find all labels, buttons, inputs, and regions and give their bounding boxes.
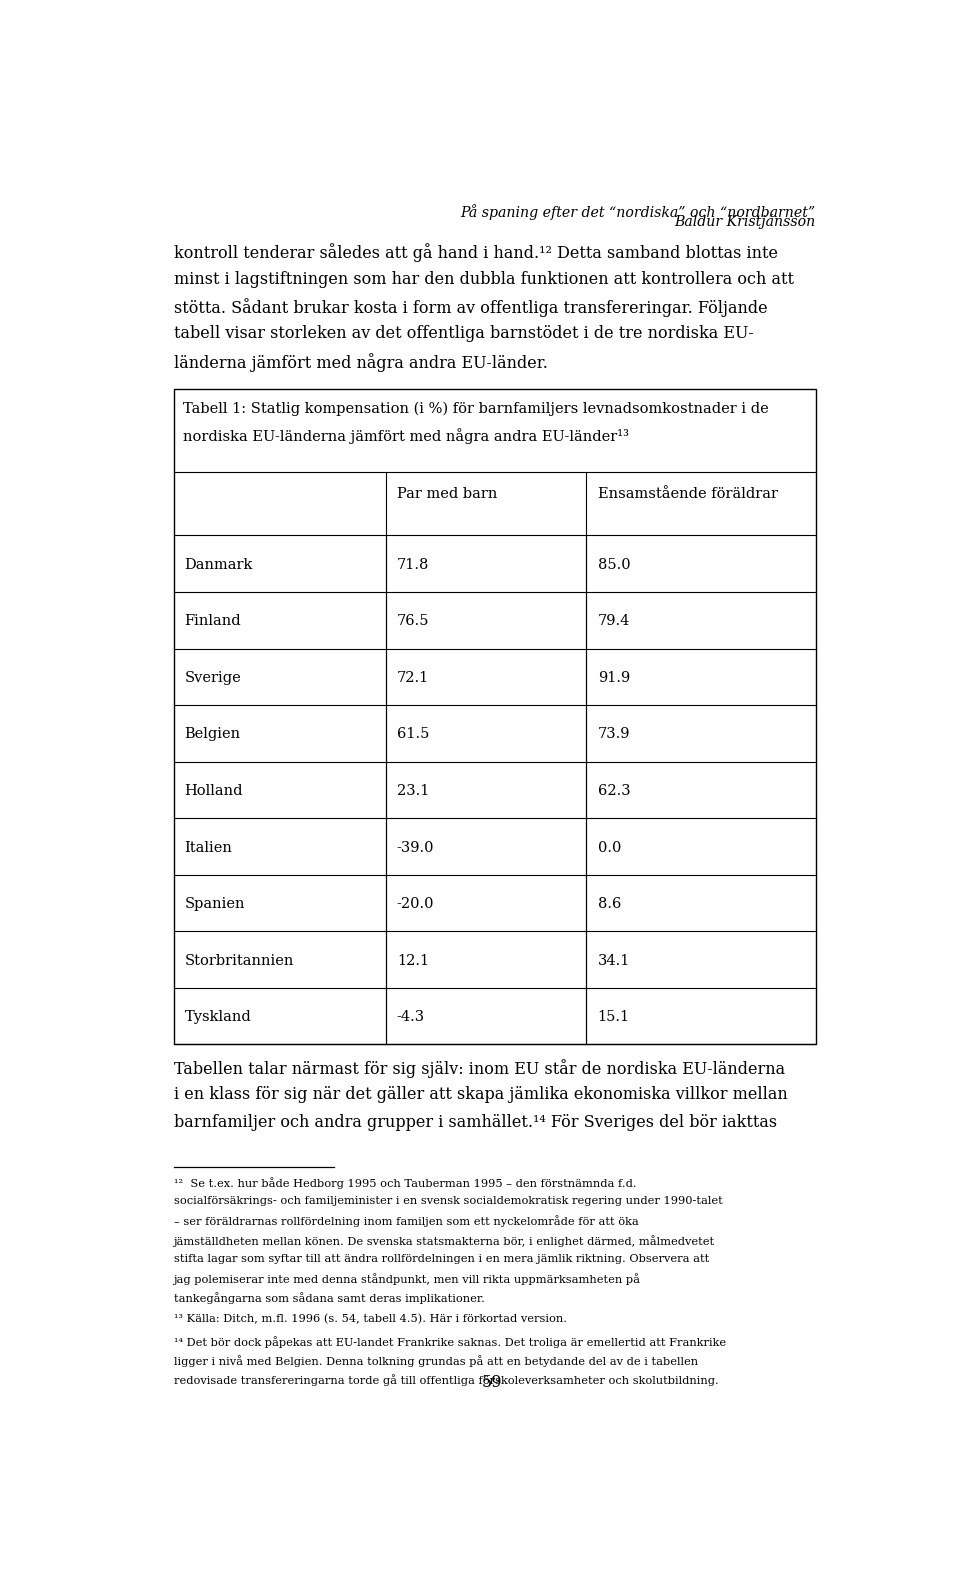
Text: 79.4: 79.4: [598, 615, 630, 628]
Text: socialförsäkrings- och familjeminister i en svensk socialdemokratisk regering un: socialförsäkrings- och familjeminister i…: [174, 1197, 722, 1206]
Text: 62.3: 62.3: [598, 784, 631, 798]
Text: 59: 59: [482, 1374, 502, 1391]
Text: jämställdheten mellan könen. De svenska statsmakterna bör, i enlighet därmed, må: jämställdheten mellan könen. De svenska …: [174, 1235, 714, 1246]
Text: tabell visar storleken av det offentliga barnstödet i de tre nordiska EU-: tabell visar storleken av det offentliga…: [174, 326, 754, 343]
Text: 71.8: 71.8: [396, 558, 429, 572]
Text: redovisade transfereringarna torde gå till offentliga förskoleverksamheter och s: redovisade transfereringarna torde gå ti…: [174, 1374, 718, 1387]
Text: – ser föräldrarnas rollfördelning inom familjen som ett nyckelområde för att öka: – ser föräldrarnas rollfördelning inom f…: [174, 1216, 638, 1227]
Text: -20.0: -20.0: [396, 896, 434, 911]
Text: Finland: Finland: [184, 615, 241, 628]
Text: 0.0: 0.0: [598, 841, 621, 855]
Text: Par med barn: Par med barn: [396, 487, 497, 501]
Text: -4.3: -4.3: [396, 1010, 425, 1024]
Text: 76.5: 76.5: [396, 615, 429, 628]
Text: Tyskland: Tyskland: [184, 1010, 252, 1024]
Text: På spaning efter det “nordiska” och “nordbarnet”: På spaning efter det “nordiska” och “nor…: [461, 204, 816, 220]
Text: i en klass för sig när det gäller att skapa jämlika ekonomiska villkor mellan: i en klass för sig när det gäller att sk…: [174, 1086, 787, 1104]
Text: -39.0: -39.0: [396, 841, 434, 855]
Text: barnfamiljer och andra grupper i samhället.¹⁴ För Sveriges del bör iakttas: barnfamiljer och andra grupper i samhäll…: [174, 1113, 777, 1130]
Text: 72.1: 72.1: [396, 670, 429, 685]
Text: nordiska EU-länderna jämfört med några andra EU-länder¹³: nordiska EU-länderna jämfört med några a…: [183, 428, 629, 444]
Text: Tabell 1: Statlig kompensation (i %) för barnfamiljers levnadsomkostnader i de: Tabell 1: Statlig kompensation (i %) för…: [183, 402, 769, 416]
Text: 8.6: 8.6: [598, 896, 621, 911]
Text: 34.1: 34.1: [598, 953, 630, 968]
Text: Baldur Kristjánsson: Baldur Kristjánsson: [674, 213, 816, 229]
Text: 61.5: 61.5: [396, 727, 429, 741]
Text: Ensamstående föräldrar: Ensamstående föräldrar: [598, 487, 778, 501]
Text: 85.0: 85.0: [598, 558, 631, 572]
Text: tankegångarna som sådana samt deras implikationer.: tankegångarna som sådana samt deras impl…: [174, 1292, 485, 1304]
Text: 91.9: 91.9: [598, 670, 630, 685]
Text: Belgien: Belgien: [184, 727, 241, 741]
Text: 15.1: 15.1: [598, 1010, 630, 1024]
Text: Italien: Italien: [184, 841, 232, 855]
Bar: [174, 389, 816, 1045]
Text: 73.9: 73.9: [598, 727, 630, 741]
Text: Danmark: Danmark: [184, 558, 253, 572]
Text: ¹²  Se t.ex. hur både Hedborg 1995 och Tauberman 1995 – den förstnämnda f.d.: ¹² Se t.ex. hur både Hedborg 1995 och Ta…: [174, 1176, 636, 1189]
Text: Spanien: Spanien: [184, 896, 245, 911]
Text: 23.1: 23.1: [396, 784, 429, 798]
Text: Holland: Holland: [184, 784, 243, 798]
Text: ¹⁴ Det bör dock påpekas att EU-landet Frankrike saknas. Det troliga är emellerti: ¹⁴ Det bör dock påpekas att EU-landet Fr…: [174, 1336, 726, 1347]
Text: ligger i nivå med Belgien. Denna tolkning grundas på att en betydande del av de : ligger i nivå med Belgien. Denna tolknin…: [174, 1355, 698, 1368]
Text: stötta. Sådant brukar kosta i form av offentliga transfereringar. Följande: stötta. Sådant brukar kosta i form av of…: [174, 299, 767, 316]
Text: länderna jämfört med några andra EU-länder.: länderna jämfört med några andra EU-länd…: [174, 353, 547, 372]
Text: jag polemiserar inte med denna ståndpunkt, men vill rikta uppmärksamheten på: jag polemiserar inte med denna ståndpunk…: [174, 1273, 640, 1285]
Text: Storbritannien: Storbritannien: [184, 953, 294, 968]
Text: kontroll tenderar således att gå hand i hand.¹² Detta samband blottas inte: kontroll tenderar således att gå hand i …: [174, 243, 778, 262]
Text: Tabellen talar närmast för sig själv: inom EU står de nordiska EU-länderna: Tabellen talar närmast för sig själv: in…: [174, 1059, 784, 1078]
Text: minst i lagstiftningen som har den dubbla funktionen att kontrollera och att: minst i lagstiftningen som har den dubbl…: [174, 270, 794, 288]
Text: ¹³ Källa: Ditch, m.fl. 1996 (s. 54, tabell 4.5). Här i förkortad version.: ¹³ Källa: Ditch, m.fl. 1996 (s. 54, tabe…: [174, 1314, 566, 1325]
Text: Sverige: Sverige: [184, 670, 242, 685]
Text: stifta lagar som syftar till att ändra rollfördelningen i en mera jämlik riktnin: stifta lagar som syftar till att ändra r…: [174, 1254, 708, 1263]
Text: 12.1: 12.1: [396, 953, 429, 968]
